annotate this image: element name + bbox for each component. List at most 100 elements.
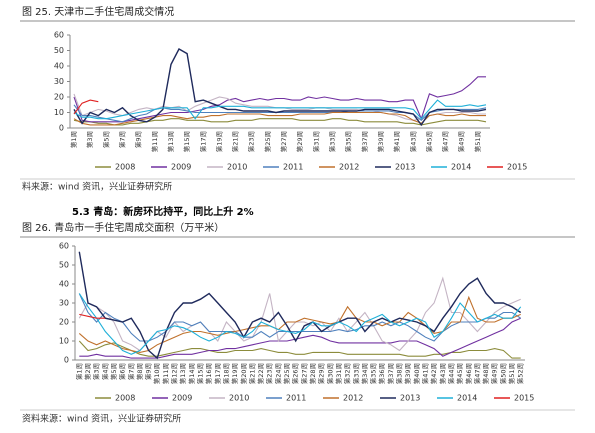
x-tick-label: 第35周 bbox=[344, 131, 353, 152]
x-tick-label: 第9周 bbox=[144, 363, 153, 380]
x-tick-label: 第2周 bbox=[83, 363, 92, 380]
series-line bbox=[73, 76, 486, 123]
x-tick-label: 第15周 bbox=[195, 363, 204, 384]
x-tick-label: 第18周 bbox=[221, 363, 230, 384]
x-tick-label: 第27周 bbox=[279, 131, 288, 152]
x-tick-label: 第44周 bbox=[446, 363, 455, 384]
legend-label: 2013 bbox=[400, 394, 420, 403]
x-tick-label: 第34周 bbox=[360, 363, 369, 384]
x-tick-label: 第11周 bbox=[150, 131, 159, 152]
x-tick-label: 第29周 bbox=[317, 363, 326, 384]
x-tick-label: 第30周 bbox=[325, 363, 334, 384]
x-tick-label: 第32周 bbox=[343, 363, 352, 384]
x-tick-label: 第52周 bbox=[516, 363, 525, 384]
x-tick-label: 第31周 bbox=[334, 363, 343, 384]
legend-label: 2008 bbox=[115, 394, 135, 403]
x-tick-label: 第5周 bbox=[101, 131, 110, 148]
y-tick-label: 30 bbox=[54, 77, 64, 86]
legend-label: 2013 bbox=[395, 163, 415, 172]
x-tick-label: 第6周 bbox=[118, 363, 127, 380]
legend-label: 2012 bbox=[343, 394, 363, 403]
x-tick-label: 第21周 bbox=[247, 363, 256, 384]
x-tick-label: 第9周 bbox=[134, 131, 143, 148]
x-tick-label: 第49周 bbox=[490, 363, 499, 384]
x-tick-label: 第7周 bbox=[118, 131, 127, 148]
x-tick-label: 第39周 bbox=[403, 363, 412, 384]
series-line bbox=[78, 276, 521, 352]
legend-label: 2012 bbox=[339, 163, 359, 172]
series-line bbox=[79, 317, 521, 359]
y-tick-label: 0 bbox=[59, 124, 64, 133]
x-tick-label: 第10周 bbox=[152, 363, 161, 384]
x-tick-label: 第14周 bbox=[187, 363, 196, 384]
x-tick-label: 第23周 bbox=[247, 131, 256, 152]
x-tick-label: 第39周 bbox=[376, 131, 385, 152]
x-tick-label: 第50周 bbox=[498, 363, 507, 384]
x-tick-label: 第17周 bbox=[213, 363, 222, 384]
x-tick-label: 第47周 bbox=[472, 363, 481, 384]
x-tick-label: 第46周 bbox=[464, 363, 473, 384]
x-tick-label: 第33周 bbox=[351, 363, 360, 384]
x-tick-label: 第21周 bbox=[231, 131, 240, 152]
y-tick-label: 10 bbox=[59, 337, 69, 346]
x-tick-label: 第33周 bbox=[328, 131, 337, 152]
x-tick-label: 第23周 bbox=[265, 363, 274, 384]
x-tick-label: 第37周 bbox=[386, 363, 395, 384]
legend-label: 2009 bbox=[172, 394, 192, 403]
x-tick-label: 第15周 bbox=[182, 131, 191, 152]
x-tick-label: 第40周 bbox=[412, 363, 421, 384]
series-line bbox=[73, 111, 486, 126]
x-tick-label: 第49周 bbox=[457, 131, 466, 152]
x-tick-label: 第43周 bbox=[408, 131, 417, 152]
series-line bbox=[73, 48, 487, 127]
x-tick-label: 第51周 bbox=[473, 131, 482, 152]
y-tick-label: 0 bbox=[64, 356, 69, 365]
x-tick-label: 第20周 bbox=[239, 363, 248, 384]
legend-label: 2015 bbox=[514, 394, 534, 403]
series-line bbox=[73, 118, 487, 126]
x-tick-label: 第3周 bbox=[85, 131, 94, 148]
figure-source: 资料来源：wind 资讯，兴业证券研究所 bbox=[22, 413, 181, 425]
legend-label: 2014 bbox=[457, 394, 477, 403]
legend-label: 2014 bbox=[451, 163, 471, 172]
series-line bbox=[73, 99, 99, 115]
x-tick-label: 第25周 bbox=[282, 363, 291, 384]
x-tick-label: 第13周 bbox=[166, 131, 175, 152]
y-tick-label: 60 bbox=[59, 242, 69, 251]
x-tick-label: 第31周 bbox=[311, 131, 320, 152]
x-tick-label: 第51周 bbox=[507, 363, 516, 384]
y-tick-label: 20 bbox=[59, 318, 69, 327]
x-tick-label: 第43周 bbox=[438, 363, 447, 384]
legend-label: 2008 bbox=[115, 163, 135, 172]
x-tick-label: 第22周 bbox=[256, 363, 265, 384]
x-tick-label: 第1周 bbox=[69, 131, 78, 148]
x-tick-label: 第41周 bbox=[392, 131, 401, 152]
y-tick-label: 30 bbox=[59, 299, 69, 308]
x-tick-label: 第12周 bbox=[170, 363, 179, 384]
x-tick-label: 第19周 bbox=[230, 363, 239, 384]
x-tick-label: 第1周 bbox=[74, 363, 83, 380]
y-tick-label: 50 bbox=[54, 46, 64, 55]
x-tick-label: 第8周 bbox=[135, 363, 144, 380]
x-tick-label: 第47周 bbox=[441, 131, 450, 152]
x-tick-label: 第5周 bbox=[109, 363, 118, 380]
x-tick-label: 第3周 bbox=[92, 363, 101, 380]
series-line bbox=[78, 295, 521, 353]
legend-label: 2015 bbox=[507, 163, 527, 172]
x-tick-label: 第28周 bbox=[308, 363, 317, 384]
x-tick-label: 第4周 bbox=[100, 363, 109, 380]
x-tick-label: 第38周 bbox=[395, 363, 404, 384]
series-line bbox=[73, 99, 487, 120]
y-tick-label: 40 bbox=[54, 62, 64, 71]
x-tick-label: 第35周 bbox=[369, 363, 378, 384]
y-tick-label: 50 bbox=[59, 261, 69, 270]
x-tick-label: 第27周 bbox=[299, 363, 308, 384]
figure-source: 料来源：wind 资讯，兴业证券研究所 bbox=[22, 181, 172, 193]
y-tick-label: 20 bbox=[54, 93, 64, 102]
y-tick-label: 60 bbox=[54, 31, 64, 40]
x-tick-label: 第13周 bbox=[178, 363, 187, 384]
legend-label: 2011 bbox=[283, 163, 303, 172]
legend-label: 2010 bbox=[229, 394, 249, 403]
legend-label: 2011 bbox=[286, 394, 306, 403]
